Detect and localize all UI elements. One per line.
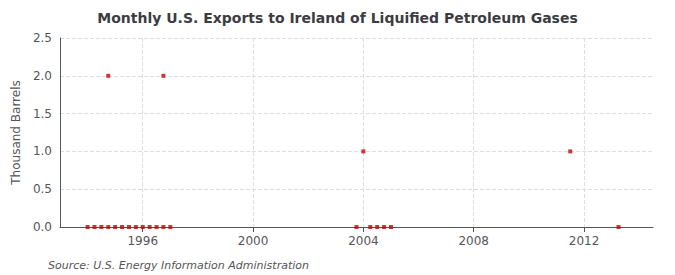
svg-text:2012: 2012	[569, 234, 600, 248]
svg-text:0.5: 0.5	[33, 182, 52, 196]
svg-text:2.0: 2.0	[33, 69, 52, 83]
svg-text:Source: U.S. Energy Informatio: Source: U.S. Energy Information Administ…	[48, 259, 309, 272]
svg-text:1.5: 1.5	[33, 107, 52, 121]
svg-text:2008: 2008	[458, 234, 489, 248]
svg-text:0.0: 0.0	[33, 220, 52, 234]
svg-text:2004: 2004	[348, 234, 379, 248]
svg-text:Thousand Barrels: Thousand Barrels	[9, 80, 23, 185]
svg-text:Monthly U.S. Exports to Irelan: Monthly U.S. Exports to Ireland of Liqui…	[97, 10, 578, 26]
svg-text:2000: 2000	[238, 234, 269, 248]
svg-text:2.5: 2.5	[33, 31, 52, 45]
svg-text:1.0: 1.0	[33, 144, 52, 158]
svg-text:1996: 1996	[127, 234, 158, 248]
